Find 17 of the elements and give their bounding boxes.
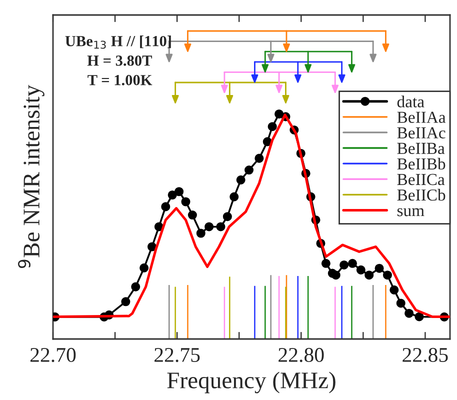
text: T = 1.00K bbox=[88, 74, 152, 86]
legend-label: BeIICa bbox=[397, 174, 445, 186]
legend-label: data bbox=[397, 96, 424, 108]
legend-label: BeIIBb bbox=[397, 158, 446, 170]
legend-label: BeIICb bbox=[397, 188, 446, 201]
x-tick-label: 22.70 bbox=[30, 348, 76, 362]
text: UBe$_{13}$ H // [110] bbox=[65, 36, 171, 49]
legend-label: BeIIAc bbox=[397, 127, 446, 138]
legend-label: BeIIBa bbox=[397, 142, 445, 154]
x-tick-label: 22.85 bbox=[402, 348, 448, 362]
x-tick-label: 22.80 bbox=[278, 348, 324, 362]
text: H = 3.80T bbox=[87, 55, 152, 66]
x-tick-label: 22.75 bbox=[154, 348, 200, 362]
legend-label: BeIIAa bbox=[397, 112, 446, 123]
x-axis-title: Frequency (MHz) bbox=[167, 372, 336, 394]
y-axis-title: $^{9}$Be NMR intensity bbox=[18, 84, 44, 268]
legend-label: sum bbox=[397, 208, 424, 216]
